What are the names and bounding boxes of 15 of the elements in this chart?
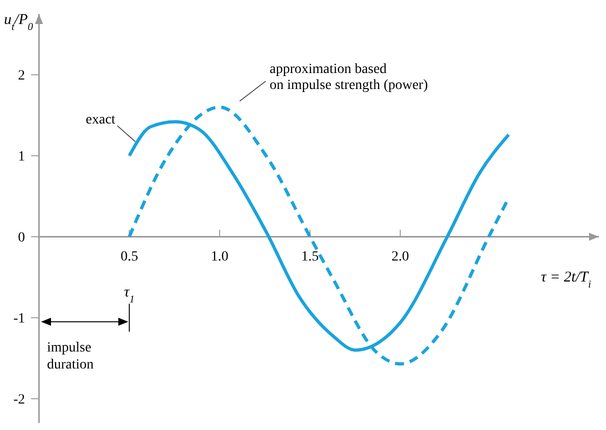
series-label: exact — [86, 112, 116, 128]
x-axis-title: τ = 2t/T$_{i}$ — [540, 270, 592, 290]
y-axis-title: u$_{t}$/P$_{0}$ — [4, 12, 34, 32]
text: approximation based on impulse strength (power) — [270, 62, 428, 94]
annotation: impulse duration — [47, 340, 94, 373]
y-tick-label: 0 — [18, 230, 25, 246]
annotation: τ$_{1}$ — [124, 284, 135, 306]
x-tick-label: 1.5 — [301, 250, 319, 265]
y-tick-label: 1 — [18, 150, 25, 165]
x-tick-label: 0.5 — [120, 250, 138, 265]
y-tick-label: -2 — [13, 392, 25, 408]
y-tick-label: 2 — [18, 68, 25, 84]
y-tick-label: -1 — [13, 312, 25, 327]
x-tick-label: 2.0 — [392, 250, 410, 265]
x-tick-label: 1.0 — [210, 250, 228, 265]
